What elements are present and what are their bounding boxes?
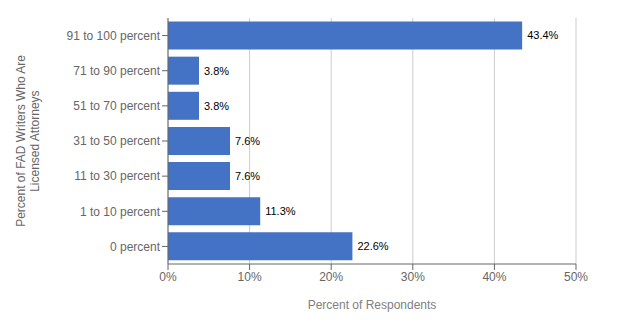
svg-text:71 to 90 percent: 71 to 90 percent [73, 64, 160, 78]
svg-text:0 percent: 0 percent [110, 240, 161, 254]
svg-text:31 to 50 percent: 31 to 50 percent [73, 134, 160, 148]
svg-text:50%: 50% [564, 270, 588, 284]
svg-text:43.4%: 43.4% [527, 29, 558, 41]
svg-text:11 to 30 percent: 11 to 30 percent [74, 169, 161, 183]
svg-text:1 to 10 percent: 1 to 10 percent [80, 205, 161, 219]
svg-text:40%: 40% [482, 270, 506, 284]
svg-text:3.8%: 3.8% [204, 65, 229, 77]
svg-text:51 to 70 percent: 51 to 70 percent [73, 99, 160, 113]
svg-text:Percent of Respondents: Percent of Respondents [308, 298, 437, 312]
svg-text:20%: 20% [319, 270, 343, 284]
svg-text:22.6%: 22.6% [357, 240, 388, 252]
svg-text:91 to 100 percent: 91 to 100 percent [67, 29, 161, 43]
svg-text:7.6%: 7.6% [235, 135, 260, 147]
svg-text:3.8%: 3.8% [204, 100, 229, 112]
svg-text:7.6%: 7.6% [235, 170, 260, 182]
svg-text:11.3%: 11.3% [265, 205, 296, 217]
svg-text:30%: 30% [401, 270, 425, 284]
html-text:Percent of FAD Writers Who Are: Percent of FAD Writers Who Are Licensed … [13, 55, 42, 227]
svg-text:10%: 10% [238, 270, 262, 284]
svg-text:0%: 0% [159, 270, 177, 284]
